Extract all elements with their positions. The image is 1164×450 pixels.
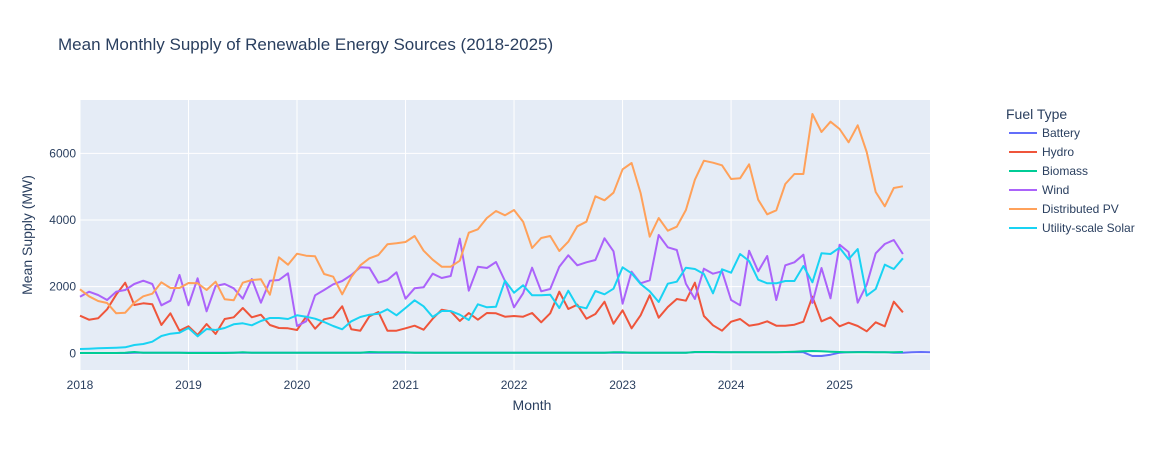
legend-label-utility-scale-solar: Utility-scale Solar — [1042, 221, 1135, 235]
legend: Fuel Type Battery Hydro Biomass Wind Distrib… — [1006, 106, 1135, 235]
x-tick-label: 2024 — [718, 378, 745, 392]
x-axis-title: Month — [513, 397, 552, 413]
y-tick-label: 6000 — [49, 146, 76, 160]
y-axis-ticks: 0 2000 4000 6000 — [49, 146, 76, 360]
legend-label-hydro: Hydro — [1042, 145, 1074, 159]
series-line-biomass — [80, 350, 903, 354]
x-tick-label: 2019 — [175, 378, 202, 392]
series-lines — [79, 113, 931, 357]
series-line-utility-scale-solar — [79, 246, 904, 350]
series-line-distributed-pv — [79, 113, 904, 315]
y-axis-title: Mean Supply (MW) — [19, 175, 35, 295]
x-tick-label: 2021 — [392, 378, 419, 392]
x-tick-label: 2022 — [501, 378, 528, 392]
chart-title: Mean Monthly Supply of Renewable Energy … — [58, 35, 553, 54]
y-tick-label: 4000 — [49, 213, 76, 227]
legend-label-biomass: Biomass — [1042, 164, 1088, 178]
legend-title: Fuel Type — [1006, 106, 1067, 122]
x-tick-label: 2023 — [609, 378, 636, 392]
y-tick-label: 0 — [69, 346, 76, 360]
legend-label-wind: Wind — [1042, 183, 1069, 197]
x-tick-label: 2018 — [67, 378, 94, 392]
y-tick-label: 2000 — [49, 280, 76, 294]
x-axis-ticks: 2018 2019 2020 2021 2022 2023 2024 2025 — [67, 378, 854, 392]
x-tick-label: 2025 — [826, 378, 853, 392]
legend-label-distributed-pv: Distributed PV — [1042, 202, 1119, 216]
legend-label-battery: Battery — [1042, 126, 1080, 140]
x-tick-label: 2020 — [284, 378, 311, 392]
series-line-hydro — [79, 281, 904, 336]
